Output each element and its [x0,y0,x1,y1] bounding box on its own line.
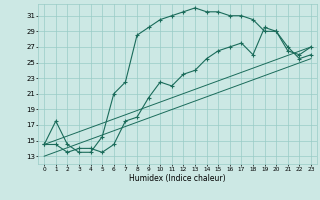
X-axis label: Humidex (Indice chaleur): Humidex (Indice chaleur) [129,174,226,183]
